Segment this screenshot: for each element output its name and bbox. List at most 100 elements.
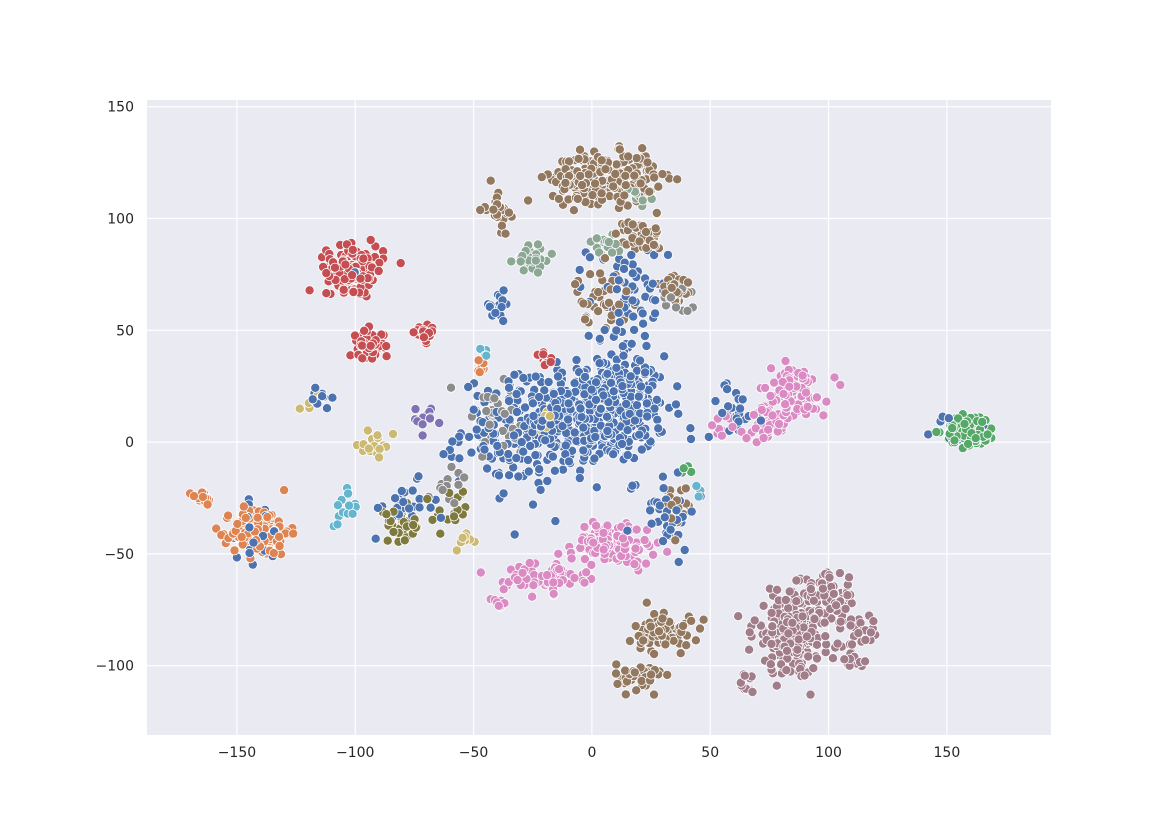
scatter-point [780,595,791,606]
scatter-point [327,392,338,403]
scatter-point [613,275,624,286]
scatter-point [373,265,384,276]
scatter-point [262,512,273,523]
scatter-point [622,450,633,461]
scatter-point [513,471,524,482]
scatter-point [766,638,777,649]
scatter-point [982,429,993,440]
scatter-point [451,545,462,556]
scatter-point [274,531,285,542]
scatter-point [641,558,652,569]
scatter-point [633,391,644,402]
scatter-point [636,676,647,687]
scatter-point [603,397,614,408]
scatter-point [641,398,652,409]
scatter-point [602,368,613,379]
scatter-point [418,332,429,343]
scatter-point [611,284,622,295]
scatter-point [693,491,704,502]
scatter-point [553,371,564,382]
scatter-point [459,472,470,483]
scatter-point [747,687,758,698]
scatter-point [607,247,618,258]
scatter-point [611,362,622,373]
scatter-point [550,516,561,527]
scatter-point [528,410,539,421]
scatter-point [359,325,370,336]
scatter-point [553,548,564,559]
scatter-point [638,318,649,329]
scatter-point [611,668,622,679]
scatter-point [579,554,590,565]
scatter-point [365,340,376,351]
scatter-point [523,454,534,465]
scatter-point [332,519,343,530]
scatter-point [583,169,594,180]
scatter-point [767,410,778,421]
scatter-point [970,433,981,444]
scatter-point [468,404,479,415]
scatter-point [686,433,697,444]
scatter-point [758,432,769,443]
scatter-point [787,617,798,628]
scatter-point [569,378,580,389]
scatter-point [602,411,613,422]
scatter-point [329,262,340,273]
scatter-point [644,186,655,197]
scatter-point [363,443,374,454]
scatter-point [577,180,588,191]
scatter-point [498,285,509,296]
scatter-point [797,370,808,381]
scatter-point [737,394,748,405]
scatter-point [608,386,619,397]
scatter-point [840,603,851,614]
scatter-point [621,286,632,297]
scatter-point [780,399,791,410]
scatter-points [185,141,997,700]
scatter-point [542,570,553,581]
scatter-point [587,190,598,201]
scatter-point [791,596,802,607]
scatter-point [447,436,458,447]
scatter-point [673,408,684,419]
scatter-point [548,577,559,588]
scatter-point [835,379,846,390]
scatter-point [202,499,213,510]
scatter-point [503,395,514,406]
scatter-point [332,500,343,511]
scatter-point [811,392,822,403]
scatter-point [679,545,690,556]
scatter-point [805,584,816,595]
scatter-point [678,620,689,631]
scatter-point [457,532,468,543]
scatter-point [566,553,577,564]
scatter-point [741,433,752,444]
scatter-point [579,521,590,532]
scatter-point [809,614,820,625]
scatter-point [673,557,684,568]
scatter-point [613,307,624,318]
scatter-point [630,621,641,632]
scatter-point [575,403,586,414]
scatter-point [627,480,638,491]
scatter-point [763,424,774,435]
scatter-point [610,168,621,179]
scatter-point [600,253,611,264]
scatter-point [509,369,520,380]
scatter-point [446,461,457,472]
scatter-point [654,626,665,637]
scatter-point [534,464,545,475]
scatter-point [675,648,686,659]
scatter-point [581,567,592,578]
scatter-point [611,159,622,170]
scatter-point [650,223,661,234]
scatter-point [658,536,669,547]
scatter-point [244,522,255,533]
scatter-point [527,591,538,602]
scatter-point [853,628,864,639]
scatter-point [781,665,792,676]
y-tick-label: −100 [96,659,134,675]
scatter-point [803,651,814,662]
scatter-point [553,193,564,204]
scatter-point [471,424,482,435]
